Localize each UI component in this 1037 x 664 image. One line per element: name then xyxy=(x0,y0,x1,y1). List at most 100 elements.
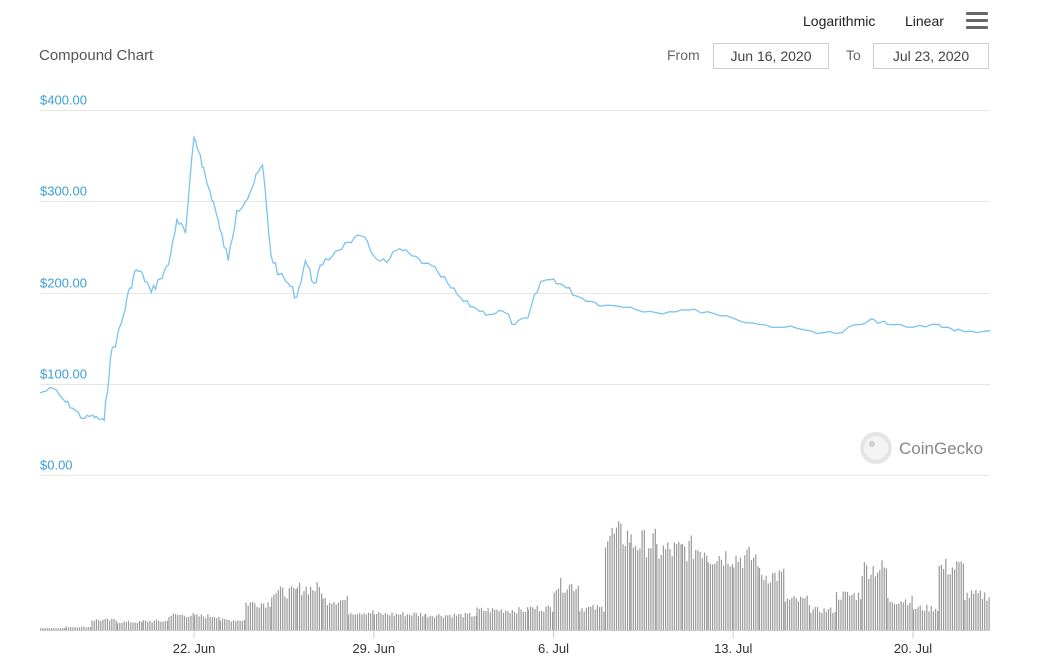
volume-bar xyxy=(909,603,911,630)
linear-button[interactable]: Linear xyxy=(905,13,944,29)
volume-bar xyxy=(440,616,442,630)
volume-bar xyxy=(553,592,555,630)
volume-bar xyxy=(44,628,46,630)
volume-bar xyxy=(415,613,417,630)
volume-bar xyxy=(324,598,326,630)
volume-bar xyxy=(588,606,590,630)
volume-bar xyxy=(258,607,260,630)
volume-bar xyxy=(532,607,534,630)
volume-bar xyxy=(216,618,218,630)
menu-icon[interactable] xyxy=(966,12,988,30)
volume-bar xyxy=(65,626,67,630)
volume-bar xyxy=(312,590,314,630)
volume-bar xyxy=(763,580,765,630)
volume-bar xyxy=(986,600,988,630)
volume-bar xyxy=(543,611,545,630)
volume-bar xyxy=(378,612,380,630)
volume-bar xyxy=(643,529,645,630)
volume-bar xyxy=(218,616,220,630)
volume-bar xyxy=(662,545,664,630)
volume-bar xyxy=(505,610,507,630)
volume-bar xyxy=(534,609,536,630)
volume-bar xyxy=(384,612,386,630)
volume-bar xyxy=(464,612,466,630)
volume-bar xyxy=(70,627,72,630)
volume-bar xyxy=(954,569,956,630)
volume-bar xyxy=(219,620,221,630)
volume-bar xyxy=(962,563,964,630)
volume-bar xyxy=(720,559,722,630)
volume-bar xyxy=(413,612,415,630)
volume-bar xyxy=(363,613,365,630)
volume-bar xyxy=(305,586,307,630)
volume-bar xyxy=(714,564,716,630)
volume-bar xyxy=(564,592,566,630)
volume-bar xyxy=(855,600,857,630)
volume-bar xyxy=(684,546,686,630)
volume-bar xyxy=(590,606,592,630)
volume-bar xyxy=(988,597,990,630)
volume-bar xyxy=(326,605,328,630)
volume-bar xyxy=(928,611,930,630)
volume-bar xyxy=(530,606,532,630)
coingecko-watermark: CoinGecko xyxy=(860,432,983,464)
logarithmic-button[interactable]: Logarithmic xyxy=(803,13,876,29)
volume-bar xyxy=(367,612,370,630)
volume-bar xyxy=(964,600,966,630)
volume-bar xyxy=(806,595,808,630)
volume-bar xyxy=(376,614,378,630)
volume-bar xyxy=(832,612,834,630)
volume-bar xyxy=(352,614,354,630)
x-tick-label: 29. Jun xyxy=(352,641,395,656)
volume-bar xyxy=(282,587,284,630)
volume-bar xyxy=(827,609,830,630)
volume-bar xyxy=(604,547,607,630)
volume-bar xyxy=(241,620,243,630)
volume-bar xyxy=(634,546,637,630)
volume-bar xyxy=(678,541,680,630)
volume-bar xyxy=(427,617,429,630)
volume-bar xyxy=(552,611,554,630)
from-date-input[interactable] xyxy=(713,43,829,69)
volume-bar xyxy=(579,611,581,630)
volume-bar xyxy=(139,621,141,630)
volume-bar xyxy=(460,613,462,630)
volume-bar xyxy=(166,620,169,630)
volume-bar xyxy=(438,614,440,630)
y-tick-label: $200.00 xyxy=(40,276,87,291)
menu-icon-bar xyxy=(966,19,988,22)
menu-icon-bar xyxy=(966,26,988,29)
volume-bar xyxy=(365,614,367,630)
volume-bar xyxy=(834,612,836,630)
volume-bar xyxy=(868,578,870,630)
volume-bar xyxy=(106,618,108,630)
volume-bar xyxy=(814,607,816,630)
volume-bar xyxy=(765,575,767,630)
volume-bar xyxy=(975,590,977,630)
volume-bar xyxy=(786,598,788,630)
volume-bar xyxy=(699,552,701,630)
volume-bar xyxy=(487,608,489,630)
volume-bar xyxy=(188,616,190,630)
volume-bar xyxy=(739,557,741,630)
volume-bar xyxy=(541,610,543,630)
volume-bar xyxy=(398,614,400,630)
volume-bar xyxy=(496,609,498,630)
volume-bar xyxy=(900,601,902,630)
to-date-input[interactable] xyxy=(873,43,989,69)
volume-bar xyxy=(337,602,339,630)
volume-bar xyxy=(271,597,273,630)
volume-bar xyxy=(681,543,684,630)
volume-bar xyxy=(784,601,786,630)
volume-bar xyxy=(417,615,419,630)
volume-bar xyxy=(279,586,282,630)
volume-bar xyxy=(186,617,188,630)
volume-bar xyxy=(887,597,889,630)
volume-bar xyxy=(609,535,611,630)
volume-bar xyxy=(979,590,981,630)
volume-bar xyxy=(896,604,898,630)
volume-bar xyxy=(757,566,759,630)
volume-bar xyxy=(753,557,755,630)
volume-bar xyxy=(866,565,868,630)
volume-bar xyxy=(130,622,132,630)
